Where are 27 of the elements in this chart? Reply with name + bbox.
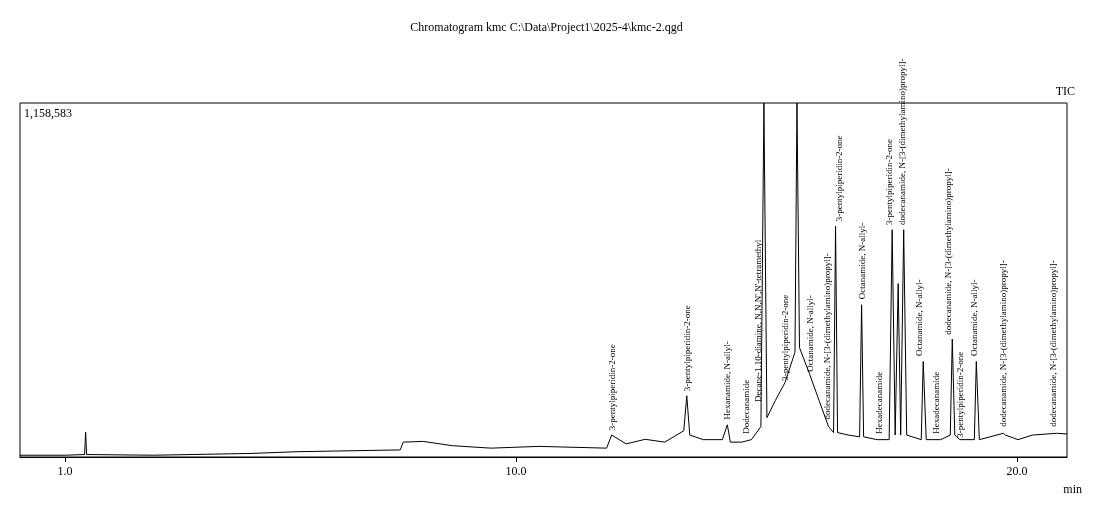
text: TIC <box>1055 84 1076 98</box>
annotation: dodecanamide, N-[3-(dimethylamino)propyl]- <box>1047 260 1058 427</box>
annotation: 3-pentylpiperidin-2-one <box>954 351 965 438</box>
annotation: dodecanamide, N-[3-(dimethylamino)propyl]- <box>821 253 832 420</box>
annotation: 3-pentylpiperidin-2-one <box>884 138 895 225</box>
chart-title: Chromatogram kmc C:\Data\Project1\2025-4\kmc-2.qgd <box>410 20 683 34</box>
annotation: dodecanamide, N-[3-(dimethylamino)propyl]- <box>998 260 1009 427</box>
annotation: 3-pentylpiperidin-2-one <box>681 305 692 392</box>
annotation: 1,158,583 <box>24 106 72 120</box>
annotation: 3-pentylpiperidin-2-one <box>779 294 790 381</box>
annotation: Hexadecanamide <box>930 371 941 434</box>
x-tick-label: 10.0 <box>505 464 527 478</box>
annotation: dodecanamide, N-[3-(dimethylamino)propyl]- <box>943 168 954 335</box>
annotation: Decane-1,10-diamine, N,N,N',N'-tetramethyl <box>753 239 764 402</box>
x-tick-label: 1.0 <box>57 464 73 478</box>
annotation: Octanamide, N-allyl- <box>856 222 867 300</box>
annotation: Octanamide, N-allyl- <box>804 295 815 372</box>
annotation: 3-pentylpiperidin-2-one <box>606 344 617 431</box>
annotation: Hexanamide, N-allyl- <box>722 341 733 420</box>
annotation: Dodecanamide <box>741 379 752 434</box>
annotation: Hexadecanamide <box>873 371 884 434</box>
x-tick-label: 20.0 <box>1006 464 1028 478</box>
x-axis-title: min <box>1063 482 1082 496</box>
annotation: Octanamide, N-allyl- <box>969 279 980 356</box>
annotation: 3-pentylpiperidin-2-one <box>834 135 845 222</box>
annotation: dodecanamide, N-[3-(dimethylamino)propyl]- <box>896 58 907 225</box>
annotation: Octanamide, N-allyl- <box>914 279 925 356</box>
